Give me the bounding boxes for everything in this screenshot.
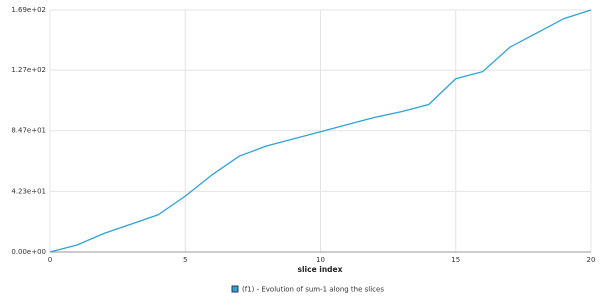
x-tick-label: 0 (48, 256, 52, 264)
x-tick-label: 10 (316, 256, 325, 264)
y-tick-label: 8.47e+01 (11, 127, 46, 135)
x-tick-label: 15 (451, 256, 460, 264)
y-tick-label: 1.27e+02 (11, 66, 46, 74)
y-tick-label: 1.69e+02 (11, 6, 46, 14)
x-axis-label: slice index (298, 265, 343, 274)
x-tick-label: 20 (587, 256, 596, 264)
y-tick-label: 4.23e+01 (11, 187, 46, 195)
legend-swatch (231, 285, 239, 293)
data-line (49, 9, 592, 253)
y-tick-label: 0.00e+00 (11, 248, 46, 256)
legend-label: (f1) - Evolution of sum-1 along the slic… (242, 286, 384, 294)
x-tick-label: 5 (183, 256, 187, 264)
